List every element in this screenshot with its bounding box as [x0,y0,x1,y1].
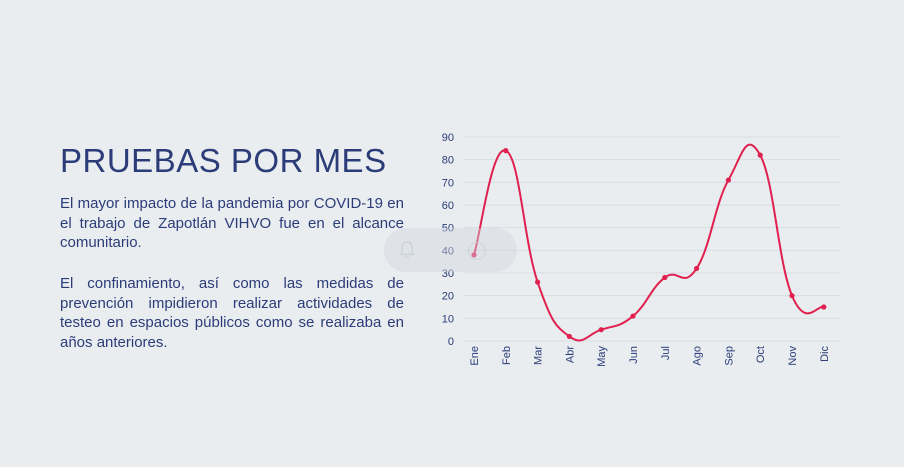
y-tick-label: 0 [448,336,454,348]
circle-icon[interactable] [468,242,486,260]
y-tick-label: 90 [442,132,454,144]
data-point [662,274,668,281]
y-tick-label: 50 [442,223,454,235]
grid-lines [464,136,840,342]
floating-toolbar[interactable] [384,228,517,272]
x-tick-label: Sep [723,346,735,366]
x-tick-label: Feb [501,346,513,365]
y-tick-label: 80 [442,155,454,167]
x-tick-label: May [596,346,608,367]
x-tick-label: Ene [469,346,481,366]
data-points [471,148,827,340]
data-point [725,177,731,183]
intro-paragraph: El mayor impacto de la pandemia por COVI… [60,195,404,251]
data-point [566,333,572,340]
x-tick-label: Ago [692,346,704,366]
data-point [821,304,827,310]
y-tick-label: 40 [442,245,454,257]
data-point [789,293,795,299]
data-point [535,279,541,285]
data-point [694,265,700,272]
detail-paragraph: El confinamiento, así como las medidas d… [60,275,404,351]
y-tick-label: 60 [442,200,454,212]
line-chart: 0 10 20 30 40 50 60 70 80 90 Ene Feb Mar Abr May Jun Ju… [442,132,840,367]
x-axis-ticks: Ene Feb Mar Abr May Jun Jul Ago Sep Oct Nov Dic [469,346,831,367]
x-tick-label: Dic [819,346,831,362]
bell-icon[interactable] [396,239,418,261]
x-tick-label: Abr [564,346,576,363]
x-tick-label: Nov [787,346,799,366]
data-point [598,327,604,333]
data-point [503,148,509,154]
x-tick-label: Mar [533,346,545,365]
x-tick-label: Jun [628,346,640,364]
page-title: PRUEBAS POR MES [60,142,387,179]
y-tick-label: 10 [442,313,454,325]
x-tick-label: Jul [660,346,672,360]
x-tick-label: Oct [755,346,767,363]
y-tick-label: 20 [442,291,454,303]
series-line [473,143,825,342]
y-axis-ticks: 0 10 20 30 40 50 60 70 80 90 [442,132,454,348]
data-point [630,313,636,319]
y-tick-label: 70 [442,177,454,189]
y-tick-label: 30 [442,268,454,280]
data-point [757,152,763,158]
